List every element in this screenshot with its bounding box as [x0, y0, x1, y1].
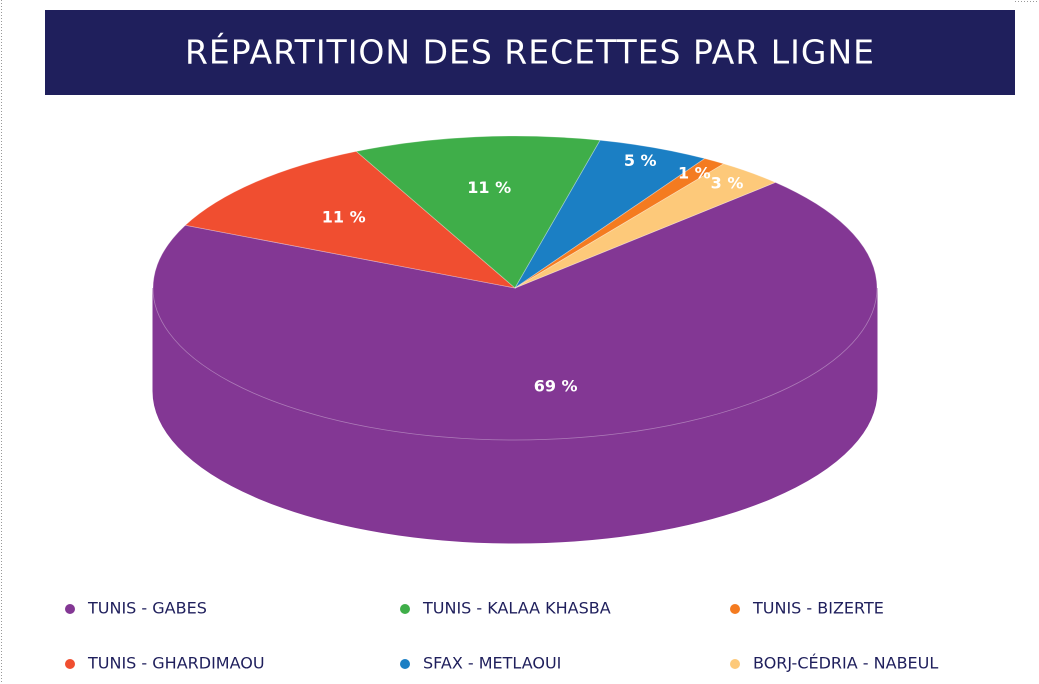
value-label: 5 % — [624, 151, 657, 170]
legend-label: TUNIS - GHARDIMAOU — [87, 654, 265, 673]
value-label: 3 % — [711, 174, 744, 193]
slice — [355, 135, 601, 289]
slice — [514, 158, 725, 289]
value-label: 69 % — [534, 376, 578, 395]
legend-label: BORJ-CÉDRIA - NABEUL — [753, 654, 938, 673]
slice — [152, 181, 878, 441]
title-banner — [45, 10, 1015, 95]
legend-label: TUNIS - KALAA KHASBA — [422, 599, 611, 618]
slice — [514, 139, 706, 289]
chart-title: RÉPARTITION DES RECETTES PAR LIGNE — [185, 32, 875, 72]
slice — [184, 150, 517, 289]
slice — [514, 163, 777, 289]
legend-marker — [65, 604, 75, 614]
legend-marker — [65, 659, 75, 669]
legend-marker — [400, 604, 410, 614]
value-label: 11 % — [467, 178, 511, 197]
legend-marker — [730, 604, 740, 614]
legend-label: SFAX - METLAOUI — [423, 654, 561, 673]
value-label: 11 % — [322, 208, 366, 227]
legend-marker — [730, 659, 740, 669]
legend-label: TUNIS - GABES — [87, 599, 207, 618]
legend-marker — [400, 659, 410, 669]
value-label: 1 % — [678, 163, 711, 182]
legend-label: TUNIS - BIZERTE — [752, 599, 884, 618]
